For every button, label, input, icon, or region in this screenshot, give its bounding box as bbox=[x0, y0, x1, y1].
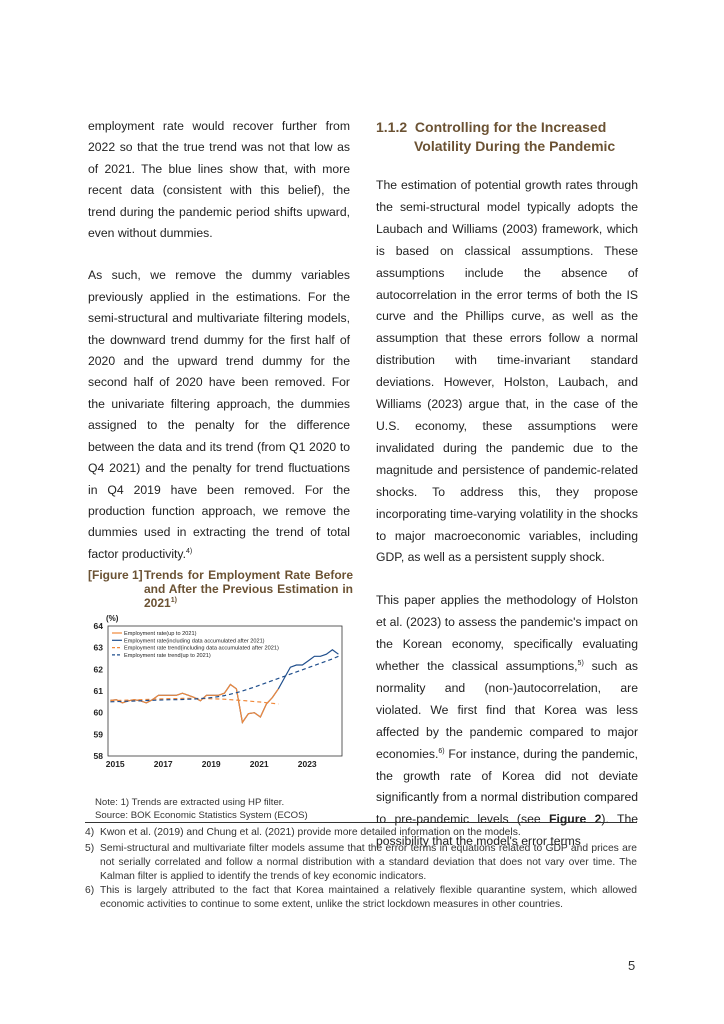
series-line-1 bbox=[110, 649, 339, 724]
footnote-text: Kwon et al. (2019) and Chung et al. (202… bbox=[100, 827, 521, 838]
right-column: The estimation of potential growth rates… bbox=[376, 175, 638, 853]
y-axis-unit: (%) bbox=[106, 614, 119, 623]
employment-rate-chart: (%) 58 59 60 61 62 63 64 2015 2017 2019 2021 2023 Emp… bbox=[94, 614, 343, 769]
footnote-ref[interactable]: 6) bbox=[438, 747, 445, 755]
series-line-3 bbox=[110, 655, 339, 703]
legend-label: Employment rate trend(up to 2021) bbox=[124, 653, 211, 659]
y-tick-label: 64 bbox=[94, 621, 104, 631]
paragraph-text: This paper applies the methodology of Ho… bbox=[376, 593, 638, 674]
footnote: 6) This is largely attributed to the fact… bbox=[85, 884, 637, 912]
plot-frame bbox=[107, 625, 343, 757]
figure-note: Note: 1) Trends are extracted using HP f… bbox=[95, 797, 285, 808]
x-tick-label: 2019 bbox=[202, 759, 221, 769]
legend-label: Employment rate(including data accumulat… bbox=[124, 638, 265, 644]
y-tick-label: 60 bbox=[94, 708, 104, 718]
y-tick-label: 59 bbox=[94, 729, 104, 739]
y-tick-label: 58 bbox=[94, 751, 104, 761]
footnote-text: Semi-structural and multivariate filter … bbox=[100, 843, 637, 882]
figure-title: Trends for Employment Rate Before and Af… bbox=[144, 568, 353, 610]
body-paragraph: employment rate would recover further fr… bbox=[88, 119, 350, 241]
heading-number: 1.1.2 bbox=[376, 119, 408, 135]
left-column: employment rate would recover further fr… bbox=[88, 116, 350, 565]
figure-label: [Figure 1] bbox=[88, 568, 143, 582]
footnote-text: This is largely attributed to the fact t… bbox=[100, 885, 637, 910]
figure-source: Source: BOK Economic Statistics System (… bbox=[95, 810, 308, 821]
footnote: 4) Kwon et al. (2019) and Chung et al. (2… bbox=[85, 826, 637, 840]
footnote-number: 4) bbox=[85, 827, 95, 838]
section-heading: 1.1.2 Controlling for the Increased Vola… bbox=[376, 118, 646, 156]
x-tick-label: 2017 bbox=[154, 759, 173, 769]
y-tick-label: 63 bbox=[94, 643, 104, 653]
page-number: 5 bbox=[628, 958, 636, 973]
x-tick-label: 2021 bbox=[250, 759, 269, 769]
footnote-number: 6) bbox=[85, 885, 95, 896]
paragraph-text: As such, we remove the dummy variables p… bbox=[88, 268, 350, 561]
footnote-ref[interactable]: 5) bbox=[577, 659, 584, 667]
legend-label: Employment rate trend(including data acc… bbox=[124, 646, 279, 652]
paragraph-text: such as normality and (non-)autocorrelat… bbox=[376, 659, 638, 761]
footnote-ref[interactable]: 4) bbox=[186, 547, 193, 555]
body-paragraph: The estimation of potential growth rates… bbox=[376, 178, 638, 565]
heading-line: Controlling for the Increased bbox=[414, 119, 607, 135]
x-tick-label: 2015 bbox=[106, 759, 125, 769]
footnote-divider bbox=[85, 822, 637, 823]
x-tick-label: 2023 bbox=[298, 759, 317, 769]
legend-label: Employment rate(up to 2021) bbox=[124, 631, 197, 637]
figure-caption: [Figure 1] Trends for Employment Rate Be… bbox=[88, 568, 353, 610]
figure-title-ref: 1) bbox=[170, 597, 177, 604]
heading-line: Volatility During the Pandemic bbox=[414, 138, 616, 154]
footnote: 5) Semi-structural and multivariate filte… bbox=[85, 842, 637, 883]
body-paragraph: This paper applies the methodology of Ho… bbox=[376, 590, 638, 853]
figure-reference[interactable]: Figure 2 bbox=[549, 812, 602, 827]
y-tick-label: 61 bbox=[94, 686, 104, 696]
body-paragraph: As such, we remove the dummy variables p… bbox=[88, 265, 350, 565]
y-tick-label: 62 bbox=[94, 664, 104, 674]
series-line-0 bbox=[110, 683, 279, 724]
footnote-number: 5) bbox=[85, 843, 95, 854]
